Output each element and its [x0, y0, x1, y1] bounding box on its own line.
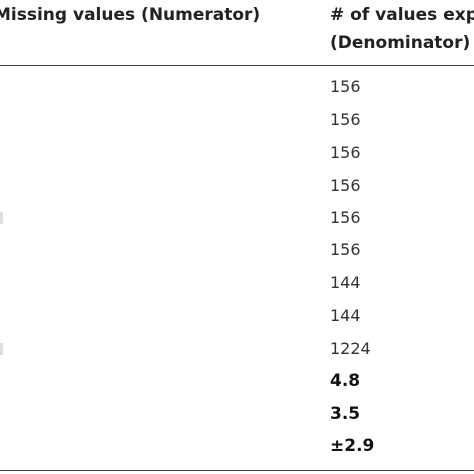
header-missing-values: Missing values (Numerator): [0, 5, 261, 25]
table-cell-denominator: 156: [330, 110, 361, 129]
summary-sd-value: ±2.9: [330, 436, 375, 456]
header-values-expected-line2: (Denominator): [330, 33, 471, 53]
table-cell-denominator: 1224: [330, 339, 371, 358]
cropped-text-mark: [0, 212, 3, 224]
table-cell-denominator: 144: [330, 273, 361, 292]
table-cell-denominator: 156: [330, 208, 361, 227]
table-cell-denominator: 156: [330, 240, 361, 259]
summary-median-value: 3.5: [330, 404, 361, 424]
cropped-text-mark: [0, 343, 3, 355]
table-cell-denominator: 156: [330, 143, 361, 162]
header-rule: [0, 65, 474, 66]
summary-mean-value: 4.8: [330, 371, 361, 391]
header-values-expected-line1: # of values expe: [330, 5, 474, 25]
header-values-expected: # of values expe (Denominator): [330, 1, 474, 57]
table-cell-denominator: 144: [330, 306, 361, 325]
table-cell-denominator: 156: [330, 77, 361, 96]
table-cell-denominator: 156: [330, 176, 361, 195]
footer-rule: [0, 470, 474, 471]
